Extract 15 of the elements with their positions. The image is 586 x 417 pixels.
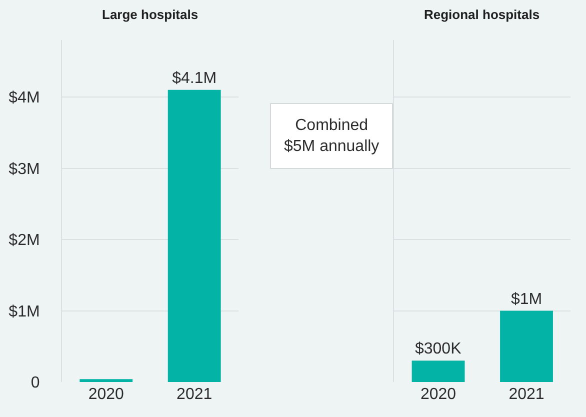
x-tick-label: 2021 (508, 386, 544, 403)
y-tick-label: $1M (8, 303, 40, 320)
y-tick-label: 0 (30, 374, 40, 392)
x-tick-label: 2021 (176, 386, 212, 403)
x-tick-label: 2020 (88, 386, 124, 403)
y-tick-label: $4M (8, 90, 40, 107)
chart-title: Large hospitals (102, 7, 198, 22)
y-tick-label: $3M (8, 160, 40, 178)
data-label: $4.1M (172, 70, 217, 87)
data-label: $300K (414, 340, 462, 358)
chart-title: Regional hospitals (424, 7, 540, 22)
y-tick-label: $2M (8, 232, 40, 250)
data-label: $1M (510, 290, 542, 308)
x-tick-label: 2020 (420, 386, 456, 403)
text: Combined $5M annually (284, 117, 380, 155)
